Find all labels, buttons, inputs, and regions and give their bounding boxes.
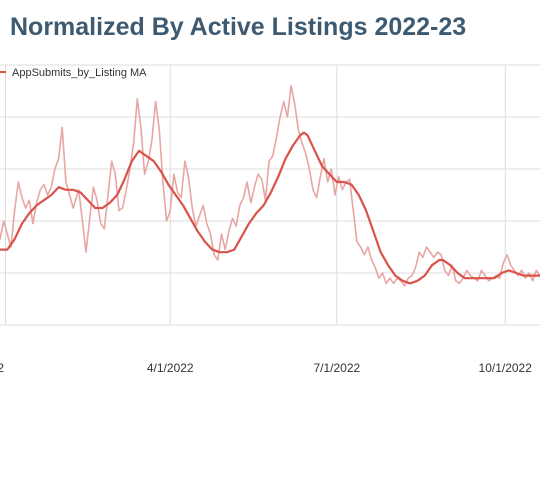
x-tick-label: 1/1/2022 — [0, 361, 4, 375]
series-lines — [0, 85, 540, 287]
series-line-moving-average — [0, 131, 540, 285]
x-axis-ticks: 1/1/2022 4/1/2022 7/1/2022 10/1/2022 — [0, 361, 532, 375]
chart-title: Normalized By Active Listings 2022-23 — [10, 13, 466, 41]
legend: AppSubmits_by_Listing MA — [0, 67, 147, 79]
x-tick-label: 10/1/2022 — [479, 361, 533, 375]
series-line-daily — [0, 85, 540, 287]
x-tick-label: 7/1/2022 — [313, 361, 360, 375]
x-tick-label: 4/1/2022 — [147, 361, 194, 375]
legend-label: AppSubmits_by_Listing MA — [12, 67, 147, 79]
